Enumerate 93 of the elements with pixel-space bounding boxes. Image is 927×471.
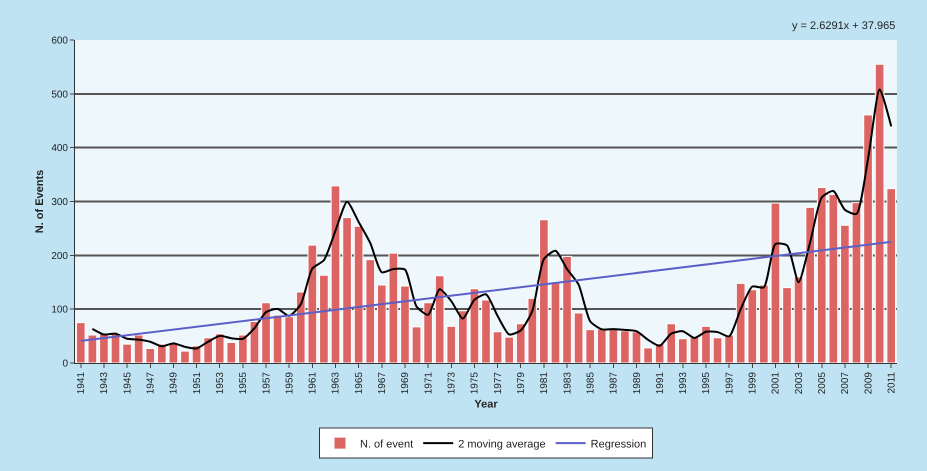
x-tick-label: 1989 — [632, 372, 643, 394]
text: y = 2.6291x + 37.965 — [792, 20, 896, 32]
bar — [527, 298, 538, 363]
x-tick-label: 2005 — [817, 372, 828, 394]
bar — [596, 328, 607, 363]
bar — [203, 337, 213, 363]
bar — [423, 302, 433, 363]
x-tick-label: 1967 — [377, 372, 388, 394]
x-tick-label: 1949 — [168, 372, 180, 394]
bar — [678, 338, 688, 363]
bar — [284, 316, 294, 363]
bar — [226, 342, 236, 363]
x-tick-label: 1963 — [330, 372, 342, 394]
x-tick-label: 1959 — [284, 372, 296, 394]
x-tick-label: 1985 — [585, 372, 596, 394]
bar — [794, 276, 804, 363]
y-tick-label: 0 — [62, 358, 68, 370]
bar — [504, 336, 514, 363]
legend-label: 2 moving average — [458, 438, 546, 450]
y-tick-label: 100 — [51, 304, 68, 316]
x-tick-label: 1991 — [654, 372, 666, 394]
bar — [816, 187, 827, 363]
bar — [874, 64, 884, 363]
bar — [446, 326, 456, 363]
x-tick-label: 1947 — [146, 372, 156, 394]
y-tick-label: 600 — [51, 36, 68, 46]
bar — [736, 282, 746, 363]
bar — [145, 348, 156, 363]
bar — [759, 284, 769, 363]
y-tick-label: 400 — [51, 143, 68, 154]
bar — [690, 336, 700, 363]
x-tick-label: 1943 — [99, 372, 110, 394]
x-axis-title: Year — [474, 398, 498, 410]
x-tick-label: 2011 — [886, 372, 898, 394]
x-tick-label: 1941 — [76, 372, 88, 394]
x-tick-label: 1957 — [261, 372, 272, 394]
x-tick-label: 1961 — [308, 372, 319, 394]
x-tick-label: 1995 — [701, 372, 712, 394]
x-tick-label: 1973 — [446, 372, 458, 394]
bar — [539, 219, 549, 363]
bar — [365, 259, 376, 363]
x-tick-label: 1987 — [608, 372, 620, 394]
x-tick-label: 1981 — [539, 372, 550, 394]
x-tick-label: 2003 — [794, 372, 805, 394]
legend-label: Regression — [590, 438, 646, 450]
bar — [354, 226, 364, 363]
x-tick-label: 1997 — [724, 372, 736, 394]
x-tick-label: 1993 — [678, 372, 690, 394]
x-tick-label: 1971 — [423, 372, 434, 394]
x-tick-label: 1969 — [400, 372, 412, 394]
bar — [585, 329, 596, 363]
bar — [308, 244, 318, 363]
x-tick-label: 1955 — [238, 372, 250, 394]
bar — [434, 275, 445, 363]
x-tick-label: 1979 — [516, 372, 527, 394]
bar — [88, 334, 98, 363]
bar — [828, 194, 838, 363]
bar — [747, 289, 758, 363]
y-tick-label: 300 — [51, 197, 68, 208]
y-tick-label: 500 — [51, 89, 68, 100]
bar — [516, 323, 526, 363]
bar — [238, 334, 248, 363]
bar — [666, 323, 676, 363]
bar — [376, 284, 387, 363]
bar — [388, 252, 398, 363]
bar — [840, 224, 850, 363]
bar — [654, 343, 664, 363]
bar — [134, 334, 144, 363]
x-tick-label: 1999 — [748, 372, 759, 394]
x-tick-label: 1945 — [122, 372, 134, 394]
x-tick-label: 1951 — [192, 372, 203, 394]
x-tick-label: 1983 — [562, 372, 574, 394]
bar — [122, 344, 132, 363]
bar — [272, 314, 282, 363]
bar — [458, 310, 468, 363]
x-tick-label: 1977 — [492, 372, 504, 394]
y-tick-label: 200 — [51, 250, 68, 262]
bar — [574, 312, 584, 363]
bar — [214, 333, 225, 363]
bar — [724, 334, 734, 363]
x-tick-label: 1953 — [214, 372, 226, 394]
bar — [886, 188, 896, 363]
x-tick-label: 2001 — [770, 372, 782, 394]
x-tick-label: 1975 — [470, 372, 481, 394]
x-tick-label: 1965 — [354, 372, 365, 394]
legend-label: N. of event — [360, 438, 414, 450]
y-axis-title: N. of Events — [34, 170, 46, 234]
bar — [76, 322, 86, 363]
line-series — [91, 88, 892, 350]
bar — [608, 328, 618, 363]
x-tick-label: 2009 — [863, 372, 874, 394]
x-tick-label: 2007 — [840, 372, 852, 394]
bar — [805, 206, 816, 363]
